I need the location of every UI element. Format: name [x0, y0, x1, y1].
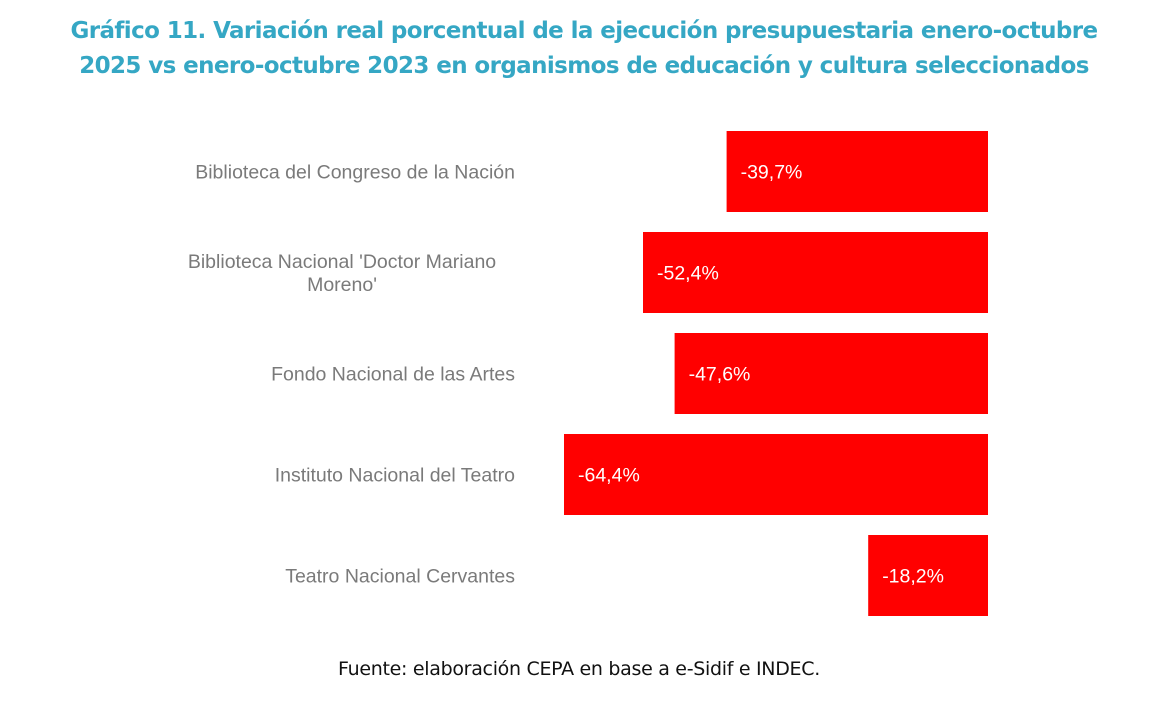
data-label-2: -47,6% — [689, 364, 751, 386]
source-note: Fuente: elaboración CEPA en base a e-Sid… — [338, 658, 820, 680]
category-label-line: Teatro Nacional Cervantes — [285, 566, 515, 588]
bar-2 — [674, 333, 988, 414]
bar-1 — [643, 232, 988, 313]
chart-title-line-2: 2025 vs enero-octubre 2023 en organismos… — [79, 53, 1089, 79]
category-label-1: Biblioteca Nacional 'Doctor Mariano Moren… — [188, 251, 496, 296]
category-label-4: Teatro Nacional Cervantes — [285, 566, 515, 588]
data-label-3: -64,4% — [578, 465, 640, 487]
bar-3 — [564, 434, 988, 515]
chart-title-line-1: Gráfico 11. Variación real porcentual de… — [70, 18, 1098, 44]
data-label-0: -39,7% — [741, 162, 803, 184]
data-labels-group: -39,7% -52,4% -47,6% -64,4% -18,2% — [578, 162, 944, 588]
chart-title: Gráfico 11. Variación real porcentual de… — [0, 14, 1168, 84]
bars-group — [564, 131, 988, 616]
category-label-0: Biblioteca del Congreso de la Nación — [195, 162, 515, 184]
category-labels-group: Biblioteca del Congreso de la Nación Bibl… — [188, 162, 515, 588]
data-label-1: -52,4% — [657, 263, 719, 285]
category-label-line: Fondo Nacional de las Artes — [271, 364, 515, 386]
category-label-3: Instituto Nacional del Teatro — [275, 465, 515, 487]
data-label-4: -18,2% — [882, 566, 944, 588]
bar-0 — [726, 131, 988, 212]
category-label-line: Instituto Nacional del Teatro — [275, 465, 515, 487]
category-label-line: Biblioteca Nacional 'Doctor Mariano — [188, 251, 496, 273]
bar-4 — [868, 535, 988, 616]
category-label-line: Biblioteca del Congreso de la Nación — [195, 162, 515, 184]
category-label-2: Fondo Nacional de las Artes — [271, 364, 515, 386]
category-label-line: Moreno' — [307, 274, 377, 296]
